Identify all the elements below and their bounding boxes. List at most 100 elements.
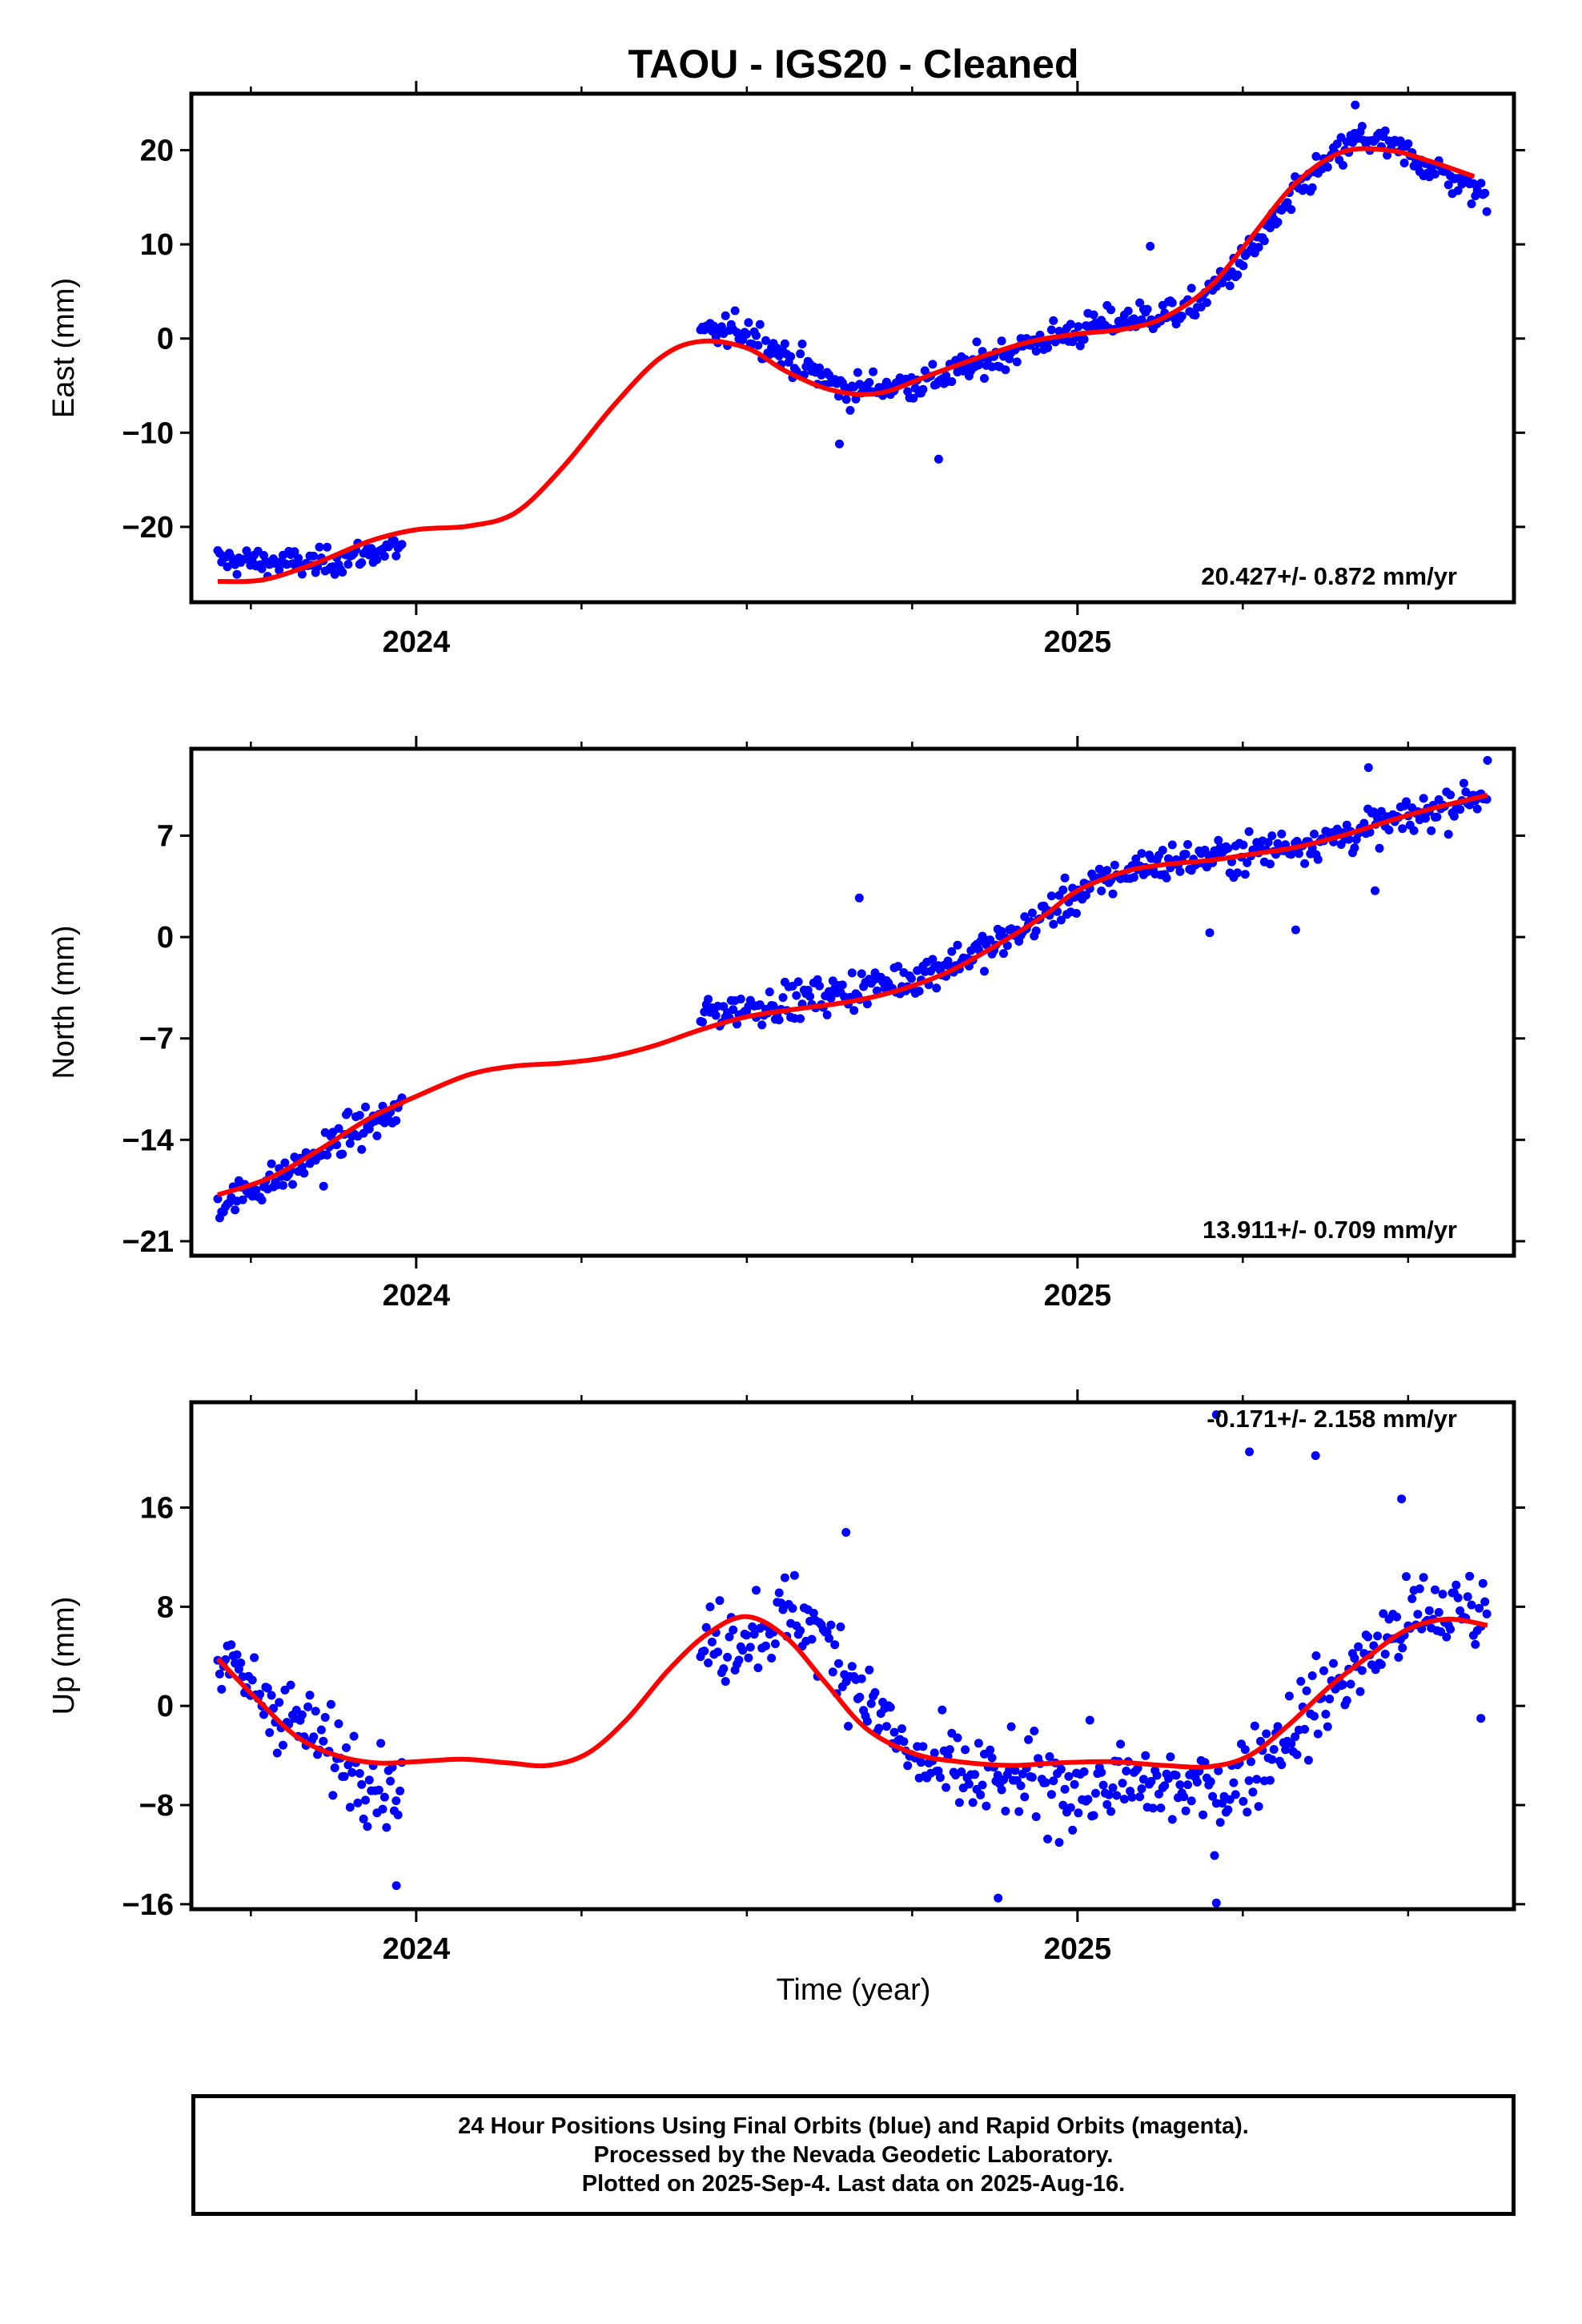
east-data-point <box>1137 315 1146 324</box>
up-data-point <box>1379 1609 1388 1618</box>
up-data-point <box>713 1647 723 1657</box>
north-data-point <box>774 1015 784 1024</box>
north-data-point <box>267 1159 276 1168</box>
up-data-point <box>1098 1780 1108 1790</box>
east-data-point <box>752 331 761 340</box>
north-data-point <box>1350 843 1359 853</box>
up-data-point <box>1210 1851 1219 1860</box>
north-data-point <box>849 1006 859 1015</box>
up-data-point <box>770 1639 780 1649</box>
north-data-point <box>1243 858 1252 867</box>
east-data-point <box>379 552 389 561</box>
up-data-point <box>347 1767 357 1777</box>
up-data-point <box>1480 1597 1490 1606</box>
north-data-point <box>343 1108 353 1117</box>
north-y-tick-label: −21 <box>122 1225 174 1259</box>
up-data-point <box>1070 1779 1079 1789</box>
up-data-point <box>1160 1781 1170 1791</box>
up-data-point <box>1323 1722 1332 1731</box>
up-data-point <box>738 1646 748 1655</box>
up-data-point <box>970 1770 980 1779</box>
up-data-point <box>1041 1778 1050 1787</box>
up-data-point <box>1302 1686 1311 1695</box>
up-data-point <box>974 1739 983 1748</box>
east-data-point <box>730 306 740 316</box>
east-data-point <box>1106 305 1116 315</box>
up-data-point <box>1394 1653 1403 1662</box>
up-data-point <box>767 1654 777 1663</box>
up-data-point <box>1446 1624 1456 1634</box>
up-data-point <box>964 1779 974 1789</box>
up-data-point <box>1456 1606 1465 1615</box>
east-outlier-point <box>1146 242 1155 251</box>
north-data-point <box>711 1011 721 1020</box>
up-data-point <box>250 1653 259 1663</box>
east-data-point <box>1457 179 1467 189</box>
east-data-point <box>928 360 938 369</box>
up-data-point <box>1214 1766 1223 1775</box>
north-data-point <box>251 1185 261 1195</box>
up-outlier-point <box>1211 1410 1221 1419</box>
up-data-point <box>345 1803 355 1812</box>
east-y-tick-label: 10 <box>140 228 174 262</box>
up-data-point <box>1363 1632 1373 1642</box>
north-data-point <box>1158 846 1167 855</box>
east-y-tick-label: −10 <box>122 416 174 450</box>
north-data-point <box>953 940 962 950</box>
east-data-point <box>315 542 324 552</box>
east-outlier-point <box>934 454 943 464</box>
north-data-point <box>822 1010 832 1019</box>
north-data-point <box>280 1158 290 1168</box>
east-data-point <box>851 394 861 404</box>
up-data-point <box>930 1748 939 1758</box>
up-data-point <box>1398 1643 1407 1653</box>
up-data-point <box>744 1653 753 1663</box>
up-data-point <box>1186 1796 1196 1806</box>
up-data-point <box>917 1758 926 1767</box>
east-data-point <box>958 366 968 376</box>
north-data-point <box>1310 830 1319 838</box>
up-data-point <box>1240 1745 1250 1755</box>
east-data-point <box>290 547 299 557</box>
east-data-point <box>1357 122 1367 131</box>
north-data-point <box>1456 805 1465 814</box>
east-data-point <box>372 555 382 565</box>
east-data-point <box>1191 311 1200 320</box>
north-data-point <box>736 995 745 1003</box>
up-data-point <box>1152 1771 1162 1780</box>
north-x-tick-label: 2024 <box>383 1279 451 1313</box>
up-data-point <box>343 1760 353 1770</box>
up-data-point <box>1407 1594 1417 1603</box>
up-data-point <box>1284 1691 1294 1701</box>
east-fit-line <box>217 146 1476 585</box>
east-data-point <box>357 558 367 568</box>
up-data-point <box>1056 1764 1066 1774</box>
up-data-point <box>1104 1790 1114 1799</box>
up-data-point <box>1239 1796 1248 1806</box>
up-data-point <box>857 1674 866 1683</box>
up-y-tick-label: 8 <box>157 1590 174 1624</box>
east-data-point <box>1467 199 1476 208</box>
up-data-point <box>844 1722 853 1731</box>
up-data-point <box>982 1801 991 1811</box>
up-data-point <box>885 1703 895 1712</box>
up-data-point <box>987 1753 997 1763</box>
up-data-point <box>942 1783 951 1792</box>
up-data-point <box>297 1710 307 1719</box>
panel-up: −16 −8 0 8 16 2024 2025 Up (mm) -0.171+/- 2.15… <box>47 1389 1525 1966</box>
north-data-point <box>997 927 1006 936</box>
east-data-point <box>1043 343 1053 352</box>
north-data-point <box>1162 873 1171 883</box>
north-data-point <box>299 1168 309 1178</box>
up-data-point <box>1229 1778 1239 1787</box>
up-data-point <box>376 1739 386 1748</box>
up-data-point <box>305 1691 315 1700</box>
north-data-point <box>1375 843 1384 853</box>
up-data-point <box>1471 1639 1480 1649</box>
north-data-point <box>1049 919 1058 929</box>
up-data-point <box>275 1698 284 1707</box>
up-data-point <box>1074 1808 1083 1818</box>
up-data-points <box>213 1410 1492 1908</box>
up-data-point <box>870 1688 880 1697</box>
east-data-points <box>213 100 1492 581</box>
